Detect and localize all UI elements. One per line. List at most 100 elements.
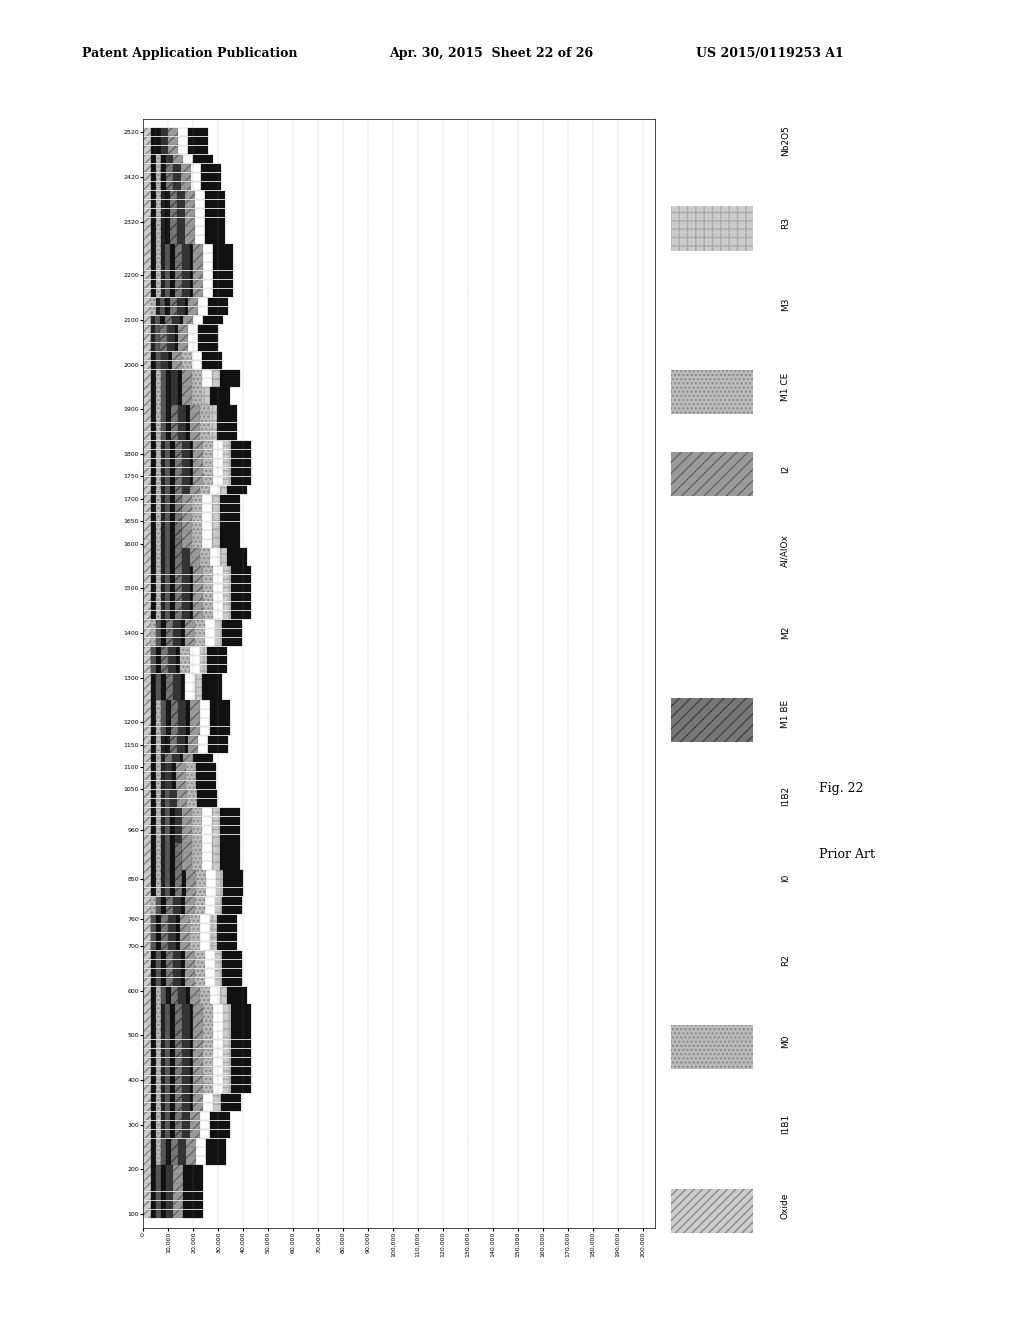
Bar xyxy=(160,325,167,333)
Bar xyxy=(170,1049,174,1057)
Bar xyxy=(205,906,215,915)
Bar xyxy=(185,772,196,780)
Bar xyxy=(171,387,178,396)
Bar xyxy=(182,370,193,378)
Bar xyxy=(170,1121,174,1129)
Bar xyxy=(179,664,189,673)
Bar xyxy=(151,888,156,896)
Bar xyxy=(161,825,165,834)
Bar xyxy=(223,870,244,879)
Bar xyxy=(208,737,228,744)
Bar xyxy=(151,1094,156,1102)
Bar xyxy=(182,1005,189,1012)
Bar xyxy=(204,1022,213,1031)
Bar xyxy=(161,647,168,655)
Text: M1 CE: M1 CE xyxy=(781,372,790,401)
Bar xyxy=(194,459,204,467)
Bar xyxy=(196,781,216,789)
Bar xyxy=(166,673,173,682)
Bar xyxy=(194,263,204,271)
Bar xyxy=(213,450,223,458)
Bar xyxy=(210,1130,229,1138)
Bar xyxy=(206,1156,225,1164)
Bar xyxy=(190,173,201,181)
Bar xyxy=(151,504,156,512)
Bar xyxy=(206,1147,225,1156)
Bar xyxy=(143,512,151,521)
Bar xyxy=(156,396,161,405)
Bar xyxy=(189,441,194,449)
Bar xyxy=(143,1059,151,1067)
Bar xyxy=(143,986,151,995)
Bar xyxy=(151,1192,156,1200)
Bar xyxy=(173,620,181,628)
Bar xyxy=(196,870,206,879)
Bar xyxy=(161,1076,165,1084)
Bar xyxy=(151,128,156,136)
Bar xyxy=(161,1156,166,1164)
Bar xyxy=(165,1059,170,1067)
Bar xyxy=(143,441,151,449)
Bar xyxy=(200,424,210,432)
Bar xyxy=(182,531,193,539)
Bar xyxy=(173,182,181,190)
Bar xyxy=(184,744,188,754)
Bar xyxy=(156,898,161,906)
Bar xyxy=(210,986,219,995)
Bar xyxy=(165,298,170,306)
Bar xyxy=(151,1156,156,1164)
Bar xyxy=(166,628,173,638)
Bar xyxy=(151,701,156,709)
Bar xyxy=(227,548,247,557)
Bar xyxy=(184,960,195,968)
Bar xyxy=(143,763,151,771)
Bar xyxy=(170,298,177,306)
Bar xyxy=(165,763,172,771)
Bar xyxy=(189,289,194,297)
Bar xyxy=(174,343,178,351)
Bar xyxy=(161,1201,166,1209)
Bar xyxy=(183,1183,204,1192)
Bar xyxy=(222,898,242,906)
Bar xyxy=(161,396,166,405)
Bar xyxy=(223,593,230,602)
Bar xyxy=(165,253,170,261)
Bar xyxy=(185,414,189,422)
Bar xyxy=(210,1121,229,1129)
Bar xyxy=(212,843,219,851)
Bar xyxy=(212,808,219,816)
Bar xyxy=(161,1005,165,1012)
Bar xyxy=(161,173,166,181)
Bar xyxy=(202,853,212,861)
Bar xyxy=(151,808,156,816)
Bar xyxy=(161,128,168,136)
Bar xyxy=(161,853,165,861)
Bar xyxy=(174,817,182,825)
Bar xyxy=(165,1121,170,1129)
Bar xyxy=(212,817,219,825)
Bar xyxy=(165,263,170,271)
Bar xyxy=(143,1022,151,1031)
Bar xyxy=(166,906,173,915)
Bar xyxy=(143,263,151,271)
Bar xyxy=(219,853,240,861)
Bar xyxy=(170,477,174,484)
Bar xyxy=(151,199,156,207)
Bar xyxy=(143,1094,151,1102)
Bar xyxy=(174,244,182,252)
Bar xyxy=(165,862,170,870)
Bar xyxy=(230,1067,251,1076)
Bar xyxy=(151,656,156,664)
Bar xyxy=(202,360,222,368)
Bar xyxy=(193,370,202,378)
Bar xyxy=(156,137,161,145)
Bar xyxy=(151,978,156,986)
Bar xyxy=(165,190,170,199)
Bar xyxy=(151,960,156,968)
Bar xyxy=(161,664,168,673)
Bar xyxy=(223,459,230,467)
Bar xyxy=(223,1049,230,1057)
Bar xyxy=(177,199,184,207)
Bar xyxy=(151,593,156,602)
Bar xyxy=(151,343,155,351)
